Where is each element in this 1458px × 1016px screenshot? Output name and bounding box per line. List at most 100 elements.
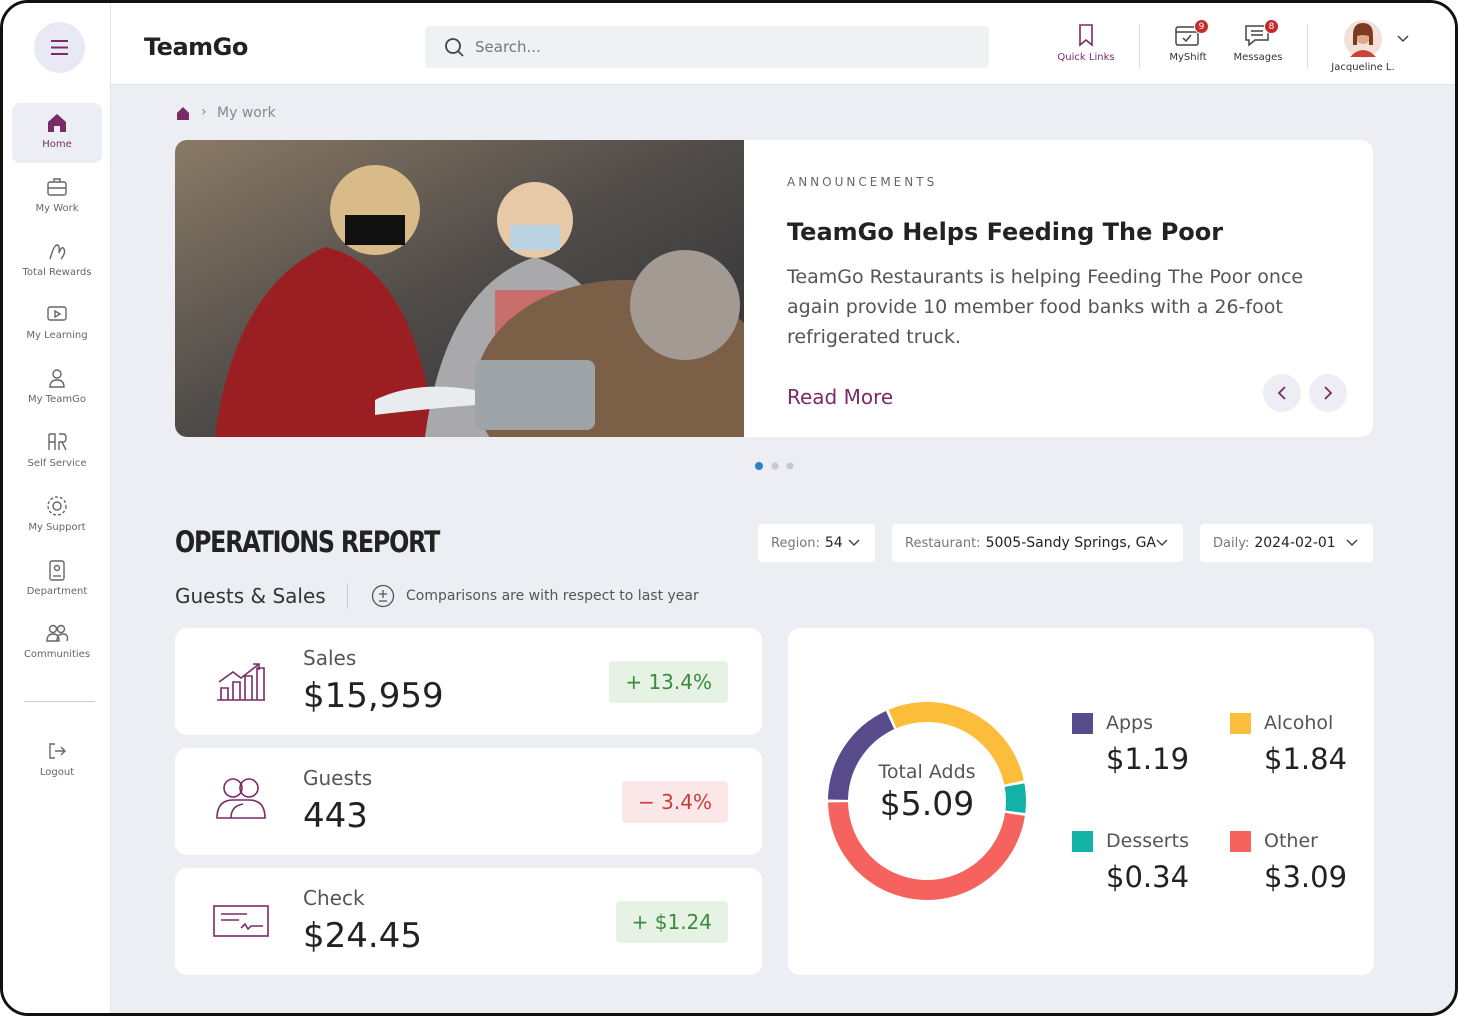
kpi-change: − 3.4% (622, 781, 728, 823)
carousel-controls[interactable] (1262, 373, 1352, 413)
nav-icon (49, 243, 66, 260)
nav-icon (47, 306, 67, 322)
donut-chart: Total Adds $5.09 (828, 702, 1026, 900)
kpi-value: $15,959 (303, 676, 444, 716)
filter[interactable]: Daily: 2024-02-01 (1200, 524, 1373, 562)
sidebar: Logout Home My Work Total Rewards My Learni… (3, 3, 111, 1013)
report-note: Comparisons are with respect to last yea… (406, 588, 699, 604)
kpi-value: 443 (303, 796, 368, 836)
nav-icon (48, 433, 67, 451)
logout-label: Logout (39, 767, 75, 778)
nav-icon (47, 178, 67, 196)
kpi-label: Guests (303, 766, 373, 790)
filter-label: Restaurant: (905, 536, 981, 551)
nav-icon (46, 625, 69, 643)
filter[interactable]: Region: 54 (758, 524, 875, 562)
nav-label: My TeamGo (27, 394, 87, 406)
filter-chevron (848, 539, 860, 547)
nav-item[interactable]: Home (12, 103, 102, 163)
kpi-change: + $1.24 (615, 901, 728, 943)
legend-item: Desserts $0.34 (1072, 830, 1189, 894)
kpi-label: Check (303, 886, 365, 910)
bookmark-icon (1079, 24, 1093, 47)
legend-name: Other (1264, 830, 1318, 852)
home-icon[interactable] (175, 105, 191, 121)
filter-label: Region: (771, 536, 820, 551)
menu-icon (51, 40, 68, 55)
nav-item[interactable]: My TeamGo (12, 358, 102, 418)
nav-icon (48, 114, 66, 132)
read-more[interactable]: Read More (787, 385, 894, 409)
messages[interactable]: 8 Messages (1218, 19, 1298, 63)
user-name: Jacqueline L. (1331, 62, 1395, 73)
announcement-title: TeamGo Helps Feeding The Poor (787, 218, 1224, 246)
legend-value: $1.19 (1106, 742, 1190, 776)
myshift[interactable]: 9 MyShift (1148, 19, 1228, 63)
legend-swatch (1072, 831, 1093, 852)
nav-label: Department (26, 585, 88, 597)
nav-item[interactable]: My Learning (12, 294, 102, 354)
carousel-dots[interactable] (753, 460, 803, 472)
header-divider (1139, 25, 1140, 69)
sidebar-divider (24, 701, 95, 702)
nav-item[interactable]: My Support (12, 486, 102, 546)
nav-item[interactable]: My Work (12, 167, 102, 227)
kpi-icon (217, 663, 265, 701)
legend-swatch (1230, 713, 1251, 734)
donut-segment (828, 710, 895, 801)
legend-value: $1.84 (1264, 742, 1348, 776)
myshift-badge: 9 (1194, 19, 1209, 34)
nav-item[interactable]: Total Rewards (12, 231, 102, 291)
breadcrumb[interactable]: My work (217, 105, 276, 121)
breadcrumb-sep: › (201, 104, 207, 120)
nav-item[interactable]: Communities (12, 613, 102, 673)
donut-card: Total Adds $5.09 Apps $1.19 Alcohol $1.84 De… (788, 628, 1374, 975)
kpi-card: Check $24.45 + $1.24 (175, 868, 762, 975)
filter-chevron (1346, 539, 1358, 547)
legend-item: Alcohol $1.84 (1230, 712, 1347, 776)
filter-value: 54 (824, 535, 843, 551)
legend-name: Alcohol (1264, 712, 1334, 734)
avatar (1344, 20, 1382, 58)
filter[interactable]: Restaurant: 5005-Sandy Springs, GA (892, 524, 1183, 562)
legend-swatch (1072, 713, 1093, 734)
menu-button[interactable] (34, 22, 85, 73)
filter-chevron (1156, 539, 1168, 547)
nav-icon (49, 369, 65, 388)
kpi-card: Sales $15,959 + 13.4% (175, 628, 762, 735)
legend-swatch (1230, 831, 1251, 852)
nav-icon (47, 496, 67, 516)
report-title: OPERATIONS REPORT (175, 525, 440, 559)
announcement-photo (175, 140, 744, 437)
messages-badge: 8 (1264, 19, 1279, 34)
logout-icon (49, 743, 66, 759)
filter-value: 5005-Sandy Springs, GA (985, 535, 1157, 551)
legend-item: Other $3.09 (1230, 830, 1347, 894)
search-box[interactable]: Search... (425, 26, 989, 68)
header: TeamGo Search... Quick Links 9 MyShift 8… (111, 3, 1455, 85)
kpi-label: Sales (303, 646, 357, 670)
kpi-value: $24.45 (303, 916, 422, 956)
logo: TeamGo (144, 33, 248, 61)
nav-label: Self Service (27, 458, 87, 469)
messages-label: Messages (1233, 52, 1283, 63)
subtitle-divider (347, 583, 348, 609)
kpi-icon (216, 778, 266, 819)
report-subtitle: Guests & Sales (175, 584, 326, 608)
nav-item[interactable]: Self Service (12, 422, 102, 482)
logout[interactable]: Logout (12, 731, 102, 791)
legend-name: Apps (1106, 712, 1154, 734)
plus-minus-icon (371, 584, 395, 608)
filter-value: 2024-02-01 (1254, 535, 1336, 551)
calendar-icon (1175, 26, 1199, 46)
nav-label: My Learning (26, 330, 88, 342)
nav-icon (49, 559, 65, 581)
kpi-card: Guests 443 − 3.4% (175, 748, 762, 855)
quick-links[interactable]: Quick Links (1046, 21, 1126, 63)
donut-segment (1004, 783, 1026, 813)
user-menu[interactable]: Jacqueline L. (1323, 19, 1403, 73)
nav-item[interactable]: Department (12, 550, 102, 610)
donut-segment (828, 801, 1025, 900)
legend-value: $3.09 (1264, 860, 1348, 894)
